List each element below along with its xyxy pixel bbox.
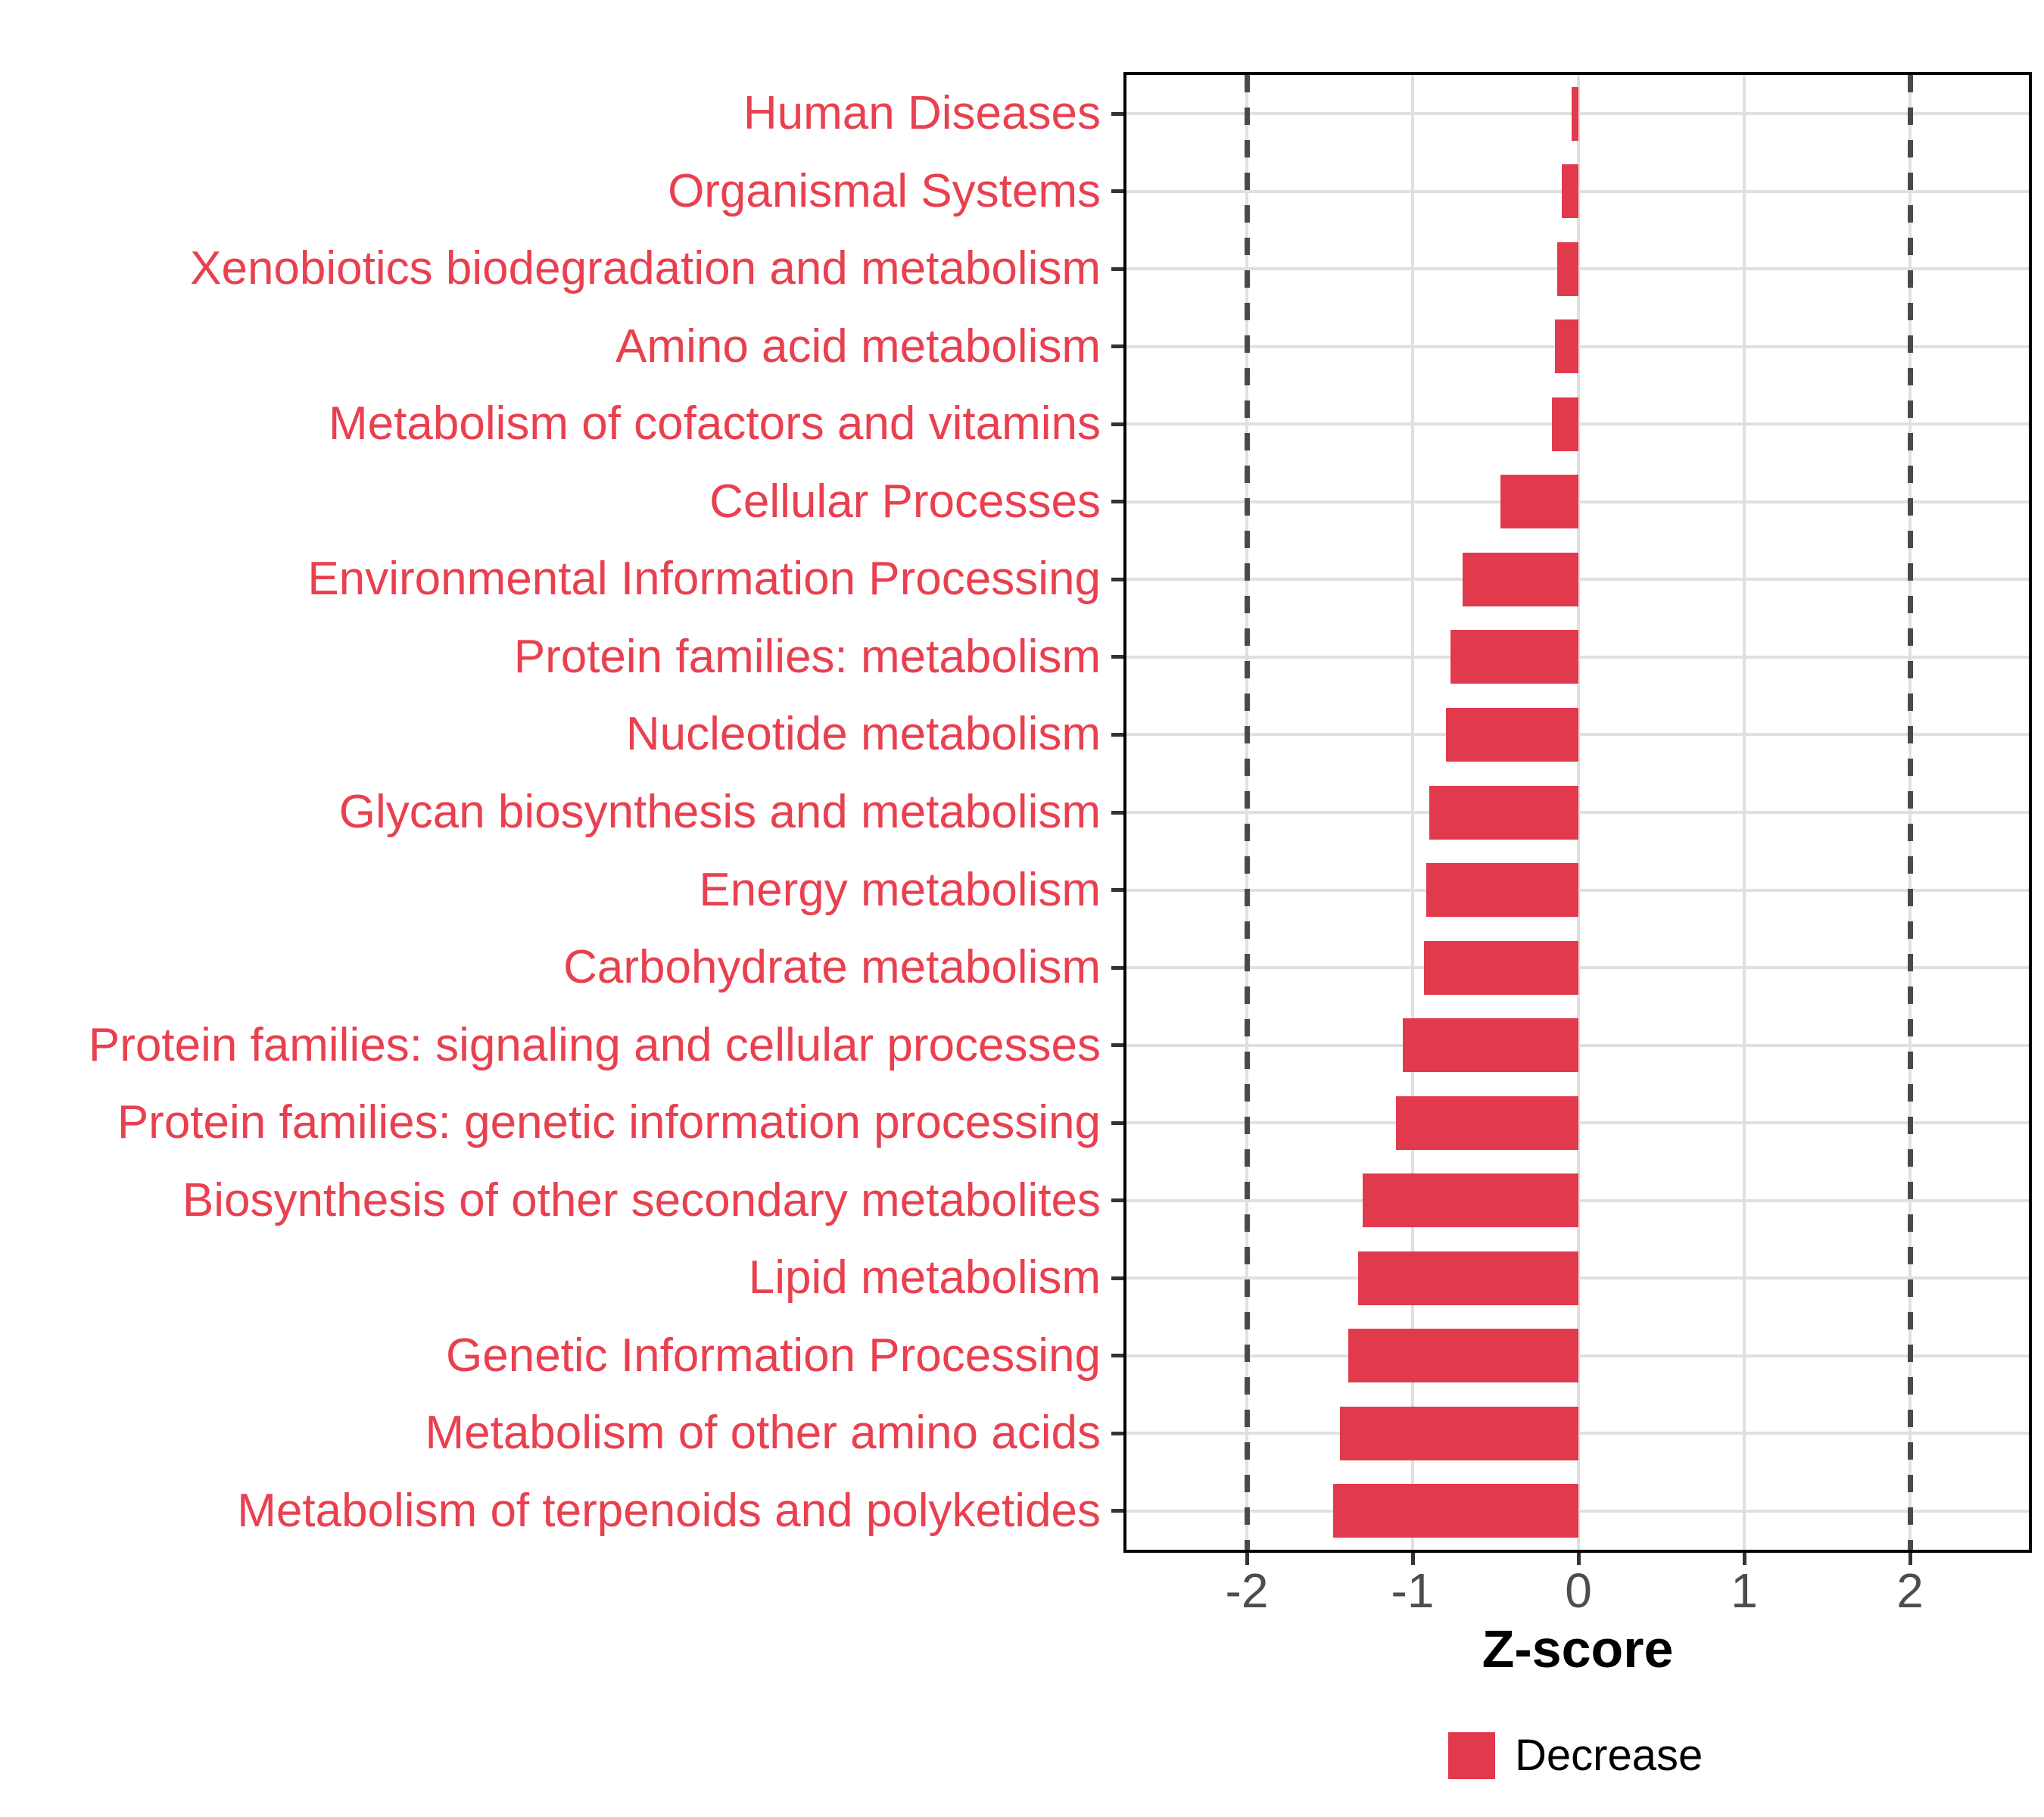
category-label-9: Glycan biosynthesis and metabolism [338,786,1101,838]
category-label-10: Energy metabolism [699,863,1101,916]
plot-panel [1123,72,2032,1553]
legend-key-decrease [1448,1732,1495,1779]
y-tick-15 [1111,1276,1123,1280]
category-label-5: Cellular Processes [709,475,1101,528]
x-tick-label--2: -2 [1225,1563,1269,1618]
x-tick-label-1: 1 [1731,1563,1758,1618]
y-tick-14 [1111,1198,1123,1203]
x-tick-0 [1576,1553,1581,1565]
y-tick-11 [1111,965,1123,970]
bar-17 [1339,1406,1578,1460]
y-tick-1 [1111,189,1123,194]
y-tick-13 [1111,1120,1123,1125]
category-label-3: Amino acid metabolism [615,319,1101,372]
dashed-line-x-2 [1907,75,1913,1550]
x-tick-2 [1908,1553,1912,1565]
y-tick-5 [1111,500,1123,504]
category-label-1: Organismal Systems [668,164,1101,217]
category-label-0: Human Diseases [743,87,1101,140]
category-label-18: Metabolism of terpenoids and polyketides [237,1484,1101,1537]
y-tick-9 [1111,810,1123,815]
category-label-11: Carbohydrate metabolism [563,941,1101,994]
category-label-4: Metabolism of cofactors and vitamins [329,397,1101,450]
y-tick-0 [1111,111,1123,116]
category-label-8: Nucleotide metabolism [625,708,1101,761]
y-tick-12 [1111,1043,1123,1048]
category-label-15: Lipid metabolism [748,1251,1101,1304]
category-label-14: Biosynthesis of other secondary metaboli… [182,1173,1101,1226]
bar-15 [1357,1251,1578,1305]
bar-1 [1562,164,1578,219]
bar-18 [1332,1484,1578,1538]
bar-14 [1363,1173,1578,1228]
y-tick-2 [1111,266,1123,271]
category-label-2: Xenobiotics biodegradation and metabolis… [190,242,1101,295]
category-label-7: Protein families: metabolism [513,630,1101,683]
y-tick-16 [1111,1354,1123,1358]
y-tick-4 [1111,422,1123,426]
y-tick-3 [1111,344,1123,349]
legend-label-decrease: Decrease [1515,1731,1703,1780]
category-label-16: Genetic Information Processing [446,1329,1101,1382]
bar-12 [1402,1018,1578,1073]
y-tick-17 [1111,1431,1123,1435]
bar-9 [1429,785,1578,840]
x-tick-label--1: -1 [1391,1563,1435,1618]
category-label-6: Environmental Information Processing [307,553,1101,606]
bar-16 [1348,1329,1578,1383]
y-tick-7 [1111,655,1123,659]
bar-4 [1551,397,1578,451]
x-tick-1 [1742,1553,1746,1565]
bar-13 [1396,1095,1578,1150]
category-label-13: Protein families: genetic information pr… [117,1096,1101,1149]
bar-6 [1462,552,1578,606]
y-tick-18 [1111,1509,1123,1513]
bar-8 [1445,707,1578,762]
y-tick-6 [1111,577,1123,581]
category-label-17: Metabolism of other amino acids [425,1407,1101,1460]
x-tick-label-0: 0 [1565,1563,1592,1618]
y-tick-8 [1111,732,1123,737]
x-tick--1 [1410,1553,1415,1565]
x-tick--2 [1245,1553,1249,1565]
bar-2 [1556,242,1578,296]
x-tick-label-2: 2 [1896,1563,1924,1618]
dashed-line-x--2 [1244,75,1250,1550]
bar-7 [1450,630,1578,684]
bar-5 [1500,475,1578,529]
bar-3 [1555,319,1578,374]
bar-0 [1572,86,1578,141]
bar-11 [1424,940,1578,995]
y-tick-10 [1111,888,1123,893]
x-axis-title: Z-score [1482,1619,1674,1678]
category-label-12: Protein families: signaling and cellular… [88,1018,1101,1071]
bar-10 [1426,863,1578,918]
